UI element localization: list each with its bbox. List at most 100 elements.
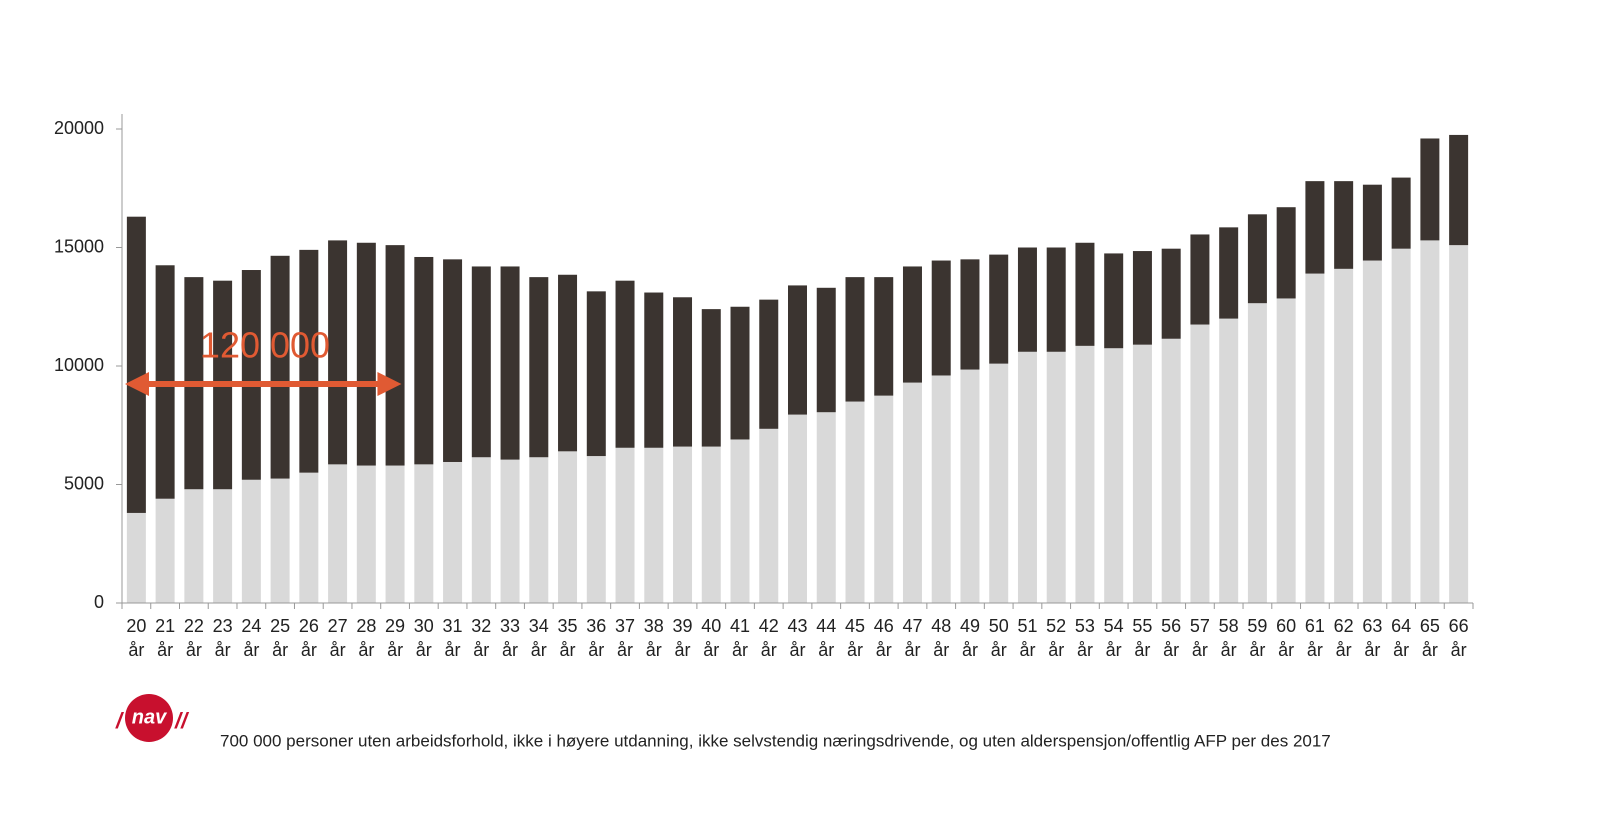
x-tick-label: 27 år (328, 616, 348, 660)
bar-segment (299, 472, 319, 603)
bar-segment (126, 512, 146, 603)
bar-segment (529, 457, 549, 603)
bar-segment (385, 245, 405, 466)
y-tick-label: 0 (94, 592, 104, 612)
x-tick-label: 37 år (615, 616, 635, 660)
bar-segment (1247, 303, 1267, 603)
bar-segment (1420, 138, 1440, 241)
logo-text: nav (132, 706, 168, 728)
bar-segment (989, 363, 1009, 603)
logo-slash: // (174, 708, 190, 733)
bar-segment (759, 299, 779, 429)
logo: / // nav (115, 694, 190, 742)
x-tick-label: 46 år (874, 616, 894, 660)
bar-segment (471, 266, 491, 458)
x-tick-label: 30 år (414, 616, 434, 660)
bar-segment (1219, 227, 1239, 319)
bar-segment (1132, 251, 1152, 345)
bar-segment (270, 478, 290, 603)
bar-segment (213, 489, 233, 603)
bar-segment (184, 489, 204, 603)
bar-segment (1334, 181, 1354, 269)
bar-segment (1449, 134, 1469, 246)
x-tick-label: 64 år (1391, 616, 1411, 660)
bar-segment (931, 260, 951, 376)
bar-segment (902, 266, 922, 383)
bar-segment (443, 259, 463, 462)
bar-segment (414, 464, 434, 603)
bar-segment (241, 270, 261, 480)
x-tick-label: 29 år (385, 616, 405, 660)
bar-segment (845, 277, 865, 402)
bar-segment (1391, 177, 1411, 249)
x-tick-label: 40 år (701, 616, 721, 660)
x-tick-label: 61 år (1305, 616, 1325, 660)
bar-segment (816, 287, 836, 413)
x-tick-label: 22 år (184, 616, 204, 660)
bar-segment (1219, 318, 1239, 603)
bar-segment (1161, 248, 1181, 339)
bar-segment (615, 447, 635, 603)
x-tick-label: 54 år (1104, 616, 1124, 660)
x-tick-label: 50 år (989, 616, 1009, 660)
x-tick-label: 24 år (241, 616, 261, 660)
x-tick-label: 53 år (1075, 616, 1095, 660)
bar-segment (816, 412, 836, 603)
x-tick-label: 36 år (586, 616, 606, 660)
x-tick-label: 45 år (845, 616, 865, 660)
bar-segment (241, 479, 261, 603)
y-tick-label: 5000 (64, 473, 104, 493)
bar-segment (1334, 268, 1354, 603)
logo-slash: / (115, 708, 125, 733)
bar-segment (586, 291, 606, 457)
x-tick-label: 65 år (1420, 616, 1440, 660)
x-tick-label: 47 år (902, 616, 922, 660)
bar-segment (1391, 248, 1411, 603)
bar-segment (931, 375, 951, 603)
bar-segment (500, 459, 520, 603)
bar-segment (1305, 273, 1325, 603)
y-tick-label: 10000 (54, 355, 104, 375)
x-tick-label: 59 år (1247, 616, 1267, 660)
bar-segment (443, 461, 463, 603)
bar-segment (1075, 345, 1095, 603)
bar-segment (1104, 348, 1124, 603)
bar-segment (1104, 253, 1124, 349)
x-tick-label: 43 år (787, 616, 807, 660)
bar-segment (328, 464, 348, 603)
y-tick-label: 15000 (54, 236, 104, 256)
bar-segment (701, 309, 721, 447)
bar-segment (960, 259, 980, 370)
bar-segment (730, 306, 750, 440)
bar-segment (960, 369, 980, 603)
bar-segment (845, 401, 865, 603)
x-tick-label: 55 år (1132, 616, 1152, 660)
bar-segment (1017, 351, 1037, 603)
bar-segment (989, 254, 1009, 364)
x-tick-label: 32 år (471, 616, 491, 660)
x-tick-label: 62 år (1334, 616, 1354, 660)
bar-segment (615, 280, 635, 448)
x-tick-label: 57 år (1190, 616, 1210, 660)
bar-segment (730, 439, 750, 603)
x-tick-label: 56 år (1161, 616, 1181, 660)
bar-segment (126, 216, 146, 513)
bar-segment (558, 274, 578, 452)
bar-segment (788, 285, 807, 415)
bar-segment (385, 465, 405, 603)
y-tick-label: 20000 (54, 118, 104, 138)
bar-segment (759, 428, 779, 603)
bar-segment (1190, 234, 1210, 325)
x-tick-label: 66 år (1449, 616, 1469, 660)
x-tick-label: 33 år (500, 616, 520, 660)
bar-segment (1247, 214, 1267, 304)
bar-segment (1362, 184, 1382, 261)
bar-segment (1305, 181, 1325, 274)
bar-segment (586, 456, 606, 603)
bar-segment (673, 297, 693, 447)
bar-segment (1276, 207, 1296, 299)
bar-segment (270, 255, 290, 479)
x-tick-label: 58 år (1219, 616, 1239, 660)
x-tick-label: 31 år (443, 616, 463, 660)
x-tick-label: 44 år (816, 616, 836, 660)
